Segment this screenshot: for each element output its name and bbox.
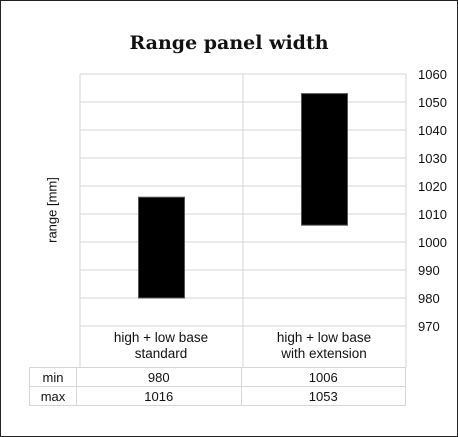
table-row-min: min 980 1006 [29,367,406,387]
y-tick-label-1030: 1030 [418,151,447,166]
y-tick-label-970: 970 [418,319,440,334]
y-tick-label-1010: 1010 [418,207,447,222]
y-tick-label-1040: 1040 [418,123,447,138]
chart-title: Range panel width [129,32,329,54]
row-label-min: min [29,367,77,387]
cell-min-standard: 980 [76,367,242,387]
y-tick-label-1020: 1020 [418,179,447,194]
range-bar-2 [301,93,348,226]
range-bar-1 [138,196,185,299]
category-label-1: high + low base standard [113,330,209,361]
category-label-2: high + low base with extension [276,330,372,361]
y-tick-label-1000: 1000 [418,235,447,250]
cell-max-extension: 1053 [240,386,406,406]
cell-max-standard: 1016 [76,386,242,406]
table-row-max: max 1016 1053 [29,386,406,406]
y-tick-label-1060: 1060 [418,67,447,82]
row-label-max: max [29,386,77,406]
y-tick-label-990: 990 [418,263,440,278]
y-tick-label-980: 980 [418,291,440,306]
stats-table: min 980 1006 max 1016 1053 [29,367,406,406]
cell-min-extension: 1006 [240,367,406,387]
y-tick-label-1050: 1050 [418,95,447,110]
